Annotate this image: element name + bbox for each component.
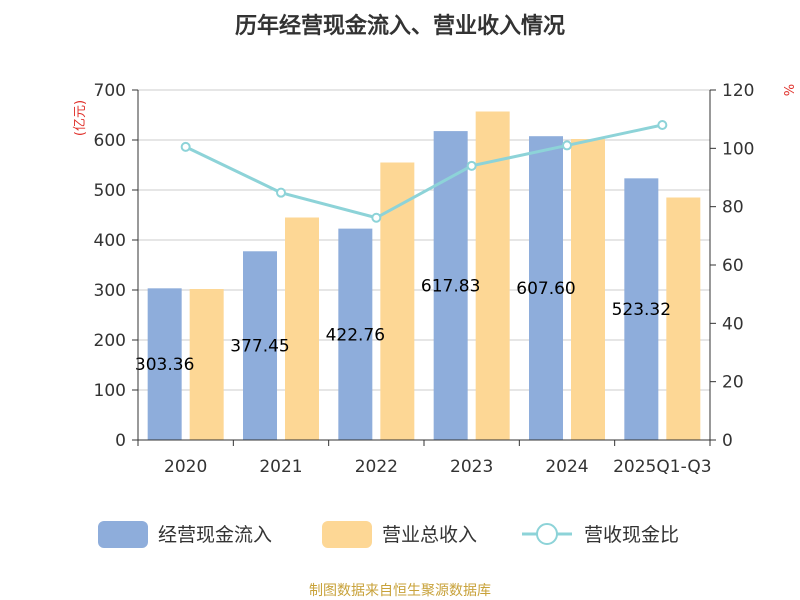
legend-swatch <box>322 521 372 548</box>
revenue-bar <box>475 111 510 440</box>
x-tick-label: 2023 <box>450 457 493 477</box>
left-tick-label: 100 <box>94 381 126 401</box>
legend-label: 经营现金流入 <box>158 524 272 546</box>
left-tick-label: 400 <box>94 231 126 251</box>
cash-inflow-data-label: 422.76 <box>326 325 385 345</box>
right-tick-label: 120 <box>722 81 754 101</box>
legend-swatch <box>98 521 148 548</box>
cash-inflow-data-label: 523.32 <box>612 300 671 320</box>
cash-inflow-bar <box>147 288 182 440</box>
ratio-point <box>657 120 668 130</box>
legend-label: 营收现金比 <box>584 524 679 546</box>
left-tick-label: 200 <box>94 331 126 351</box>
x-tick-label: 2022 <box>355 457 398 477</box>
x-tick-label: 2021 <box>259 457 302 477</box>
cash-inflow-data-label: 607.60 <box>516 279 575 299</box>
legend-marker <box>536 523 558 545</box>
ratio-point <box>562 140 572 151</box>
left-tick-label: 300 <box>94 281 126 301</box>
right-tick-label: 80 <box>722 198 744 218</box>
ratio-point <box>371 212 382 223</box>
revenue-bar <box>571 139 605 440</box>
cash-inflow-bar <box>529 136 563 440</box>
right-tick-label: 20 <box>722 373 744 393</box>
revenue-bar <box>285 217 319 440</box>
source-note: 制图数据来自恒生聚源数据库 <box>309 583 491 599</box>
cash-inflow-bar <box>624 178 659 440</box>
x-tick-label: 2020 <box>164 457 207 477</box>
right-tick-label: 60 <box>722 256 744 276</box>
right-tick-label: 40 <box>722 314 744 334</box>
legend: 经营现金流入 营业总收入 营收现金比 <box>98 521 679 548</box>
legend-label: 营业总收入 <box>382 524 477 546</box>
cash-inflow-bar <box>338 228 373 440</box>
left-tick-label: 600 <box>94 131 126 151</box>
ratio-point <box>180 141 191 152</box>
revenue-bar <box>380 162 415 440</box>
cash-inflow-bar <box>243 251 277 440</box>
chart-title: 历年经营现金流入、营业收入情况 <box>235 13 565 39</box>
ratio-point <box>276 187 286 198</box>
right-tick-label: 100 <box>722 139 754 159</box>
revenue-bar <box>189 289 224 440</box>
bars <box>147 111 701 440</box>
x-tick-label: 2025Q1-Q3 <box>613 457 711 477</box>
ratio-point <box>466 160 477 171</box>
cash-inflow-data-label: 377.45 <box>230 337 289 357</box>
right-tick-label: 0 <box>722 431 733 451</box>
left-tick-label: 0 <box>115 431 126 451</box>
left-tick-label: 700 <box>94 81 126 101</box>
cash-inflow-data-label: 303.36 <box>135 355 194 375</box>
revenue-bar <box>666 197 701 440</box>
cash-inflow-data-label: 617.83 <box>421 277 480 297</box>
grid <box>138 89 710 391</box>
axes: 0 100 200 300 400 500 600 700 0 20 40 60 80 100 120 202… <box>94 81 755 477</box>
x-tick-label: 2024 <box>545 457 588 477</box>
ratio-line <box>180 120 668 223</box>
ratio-line-path <box>185 123 663 220</box>
left-tick-label: 500 <box>94 181 126 201</box>
right-axis-unit: % <box>780 84 795 96</box>
data-labels: 303.36 377.45 422.76 617.83 607.60 523.32 <box>135 277 671 376</box>
left-axis-unit: (亿元) <box>73 100 88 136</box>
